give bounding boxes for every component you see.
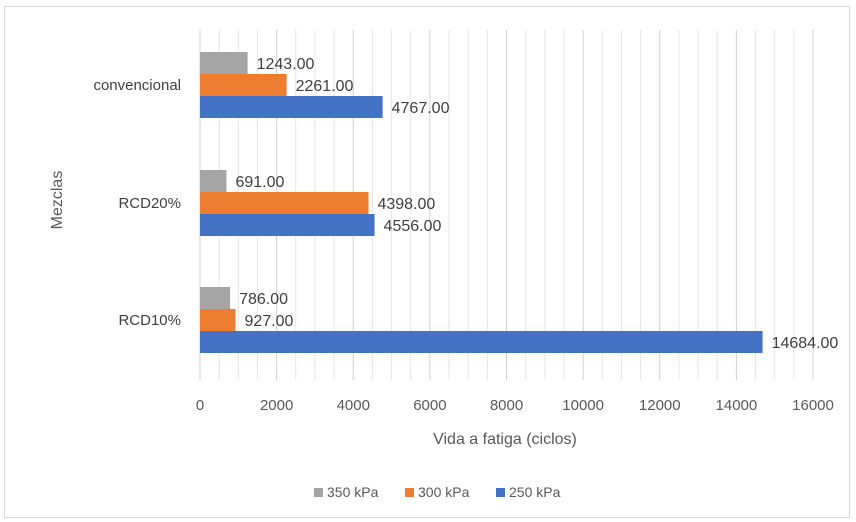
data-label: 4767.00 — [392, 100, 450, 117]
chart-frame — [4, 6, 850, 518]
data-label: 14684.00 — [772, 335, 839, 352]
x-tick-label: 14000 — [716, 397, 758, 414]
legend-swatch — [405, 488, 414, 497]
y-axis-title: Mezclas — [49, 171, 66, 230]
x-tick-label: 0 — [196, 397, 204, 414]
bar — [200, 214, 375, 236]
data-label: 691.00 — [235, 174, 284, 191]
data-labels: 1243.00 2261.00 4767.00 691.00 4398.00 4556.0… — [235, 56, 838, 352]
x-tick-label: 16000 — [792, 397, 834, 414]
x-tick-label: 6000 — [413, 397, 446, 414]
x-tick-label: 12000 — [639, 397, 681, 414]
category-label: convencional — [93, 77, 181, 94]
bar — [200, 170, 227, 192]
bar — [200, 52, 248, 74]
data-label: 4556.00 — [384, 218, 442, 235]
bars — [200, 52, 763, 353]
bar — [200, 192, 369, 214]
bar — [200, 287, 231, 309]
bar — [200, 96, 383, 118]
bar — [200, 309, 236, 331]
data-label: 1243.00 — [257, 56, 315, 73]
data-label: 4398.00 — [377, 196, 435, 213]
legend-label: 350 kPa — [327, 484, 379, 500]
legend-label: 300 kPa — [418, 484, 470, 500]
x-axis-title: Vida a fatiga (ciclos) — [433, 431, 577, 448]
category-labels: convencional RCD20% RCD10% — [93, 77, 181, 329]
bar — [200, 331, 763, 353]
x-tick-label: 10000 — [562, 397, 604, 414]
legend: 350 kPa 300 kPa 250 kPa — [314, 484, 561, 500]
data-label: 786.00 — [239, 291, 288, 308]
data-label: 2261.00 — [296, 78, 354, 95]
x-tick-label: 2000 — [260, 397, 293, 414]
x-tick-label: 8000 — [490, 397, 523, 414]
x-tick-label: 4000 — [337, 397, 370, 414]
bar — [200, 74, 287, 96]
category-label: RCD20% — [118, 195, 181, 212]
x-tick-labels: 0 2000 4000 6000 8000 10000 12000 14000 16000 — [196, 397, 834, 414]
data-label: 927.00 — [245, 313, 294, 330]
legend-label: 250 kPa — [509, 484, 561, 500]
legend-swatch — [314, 488, 323, 497]
legend-swatch — [496, 488, 505, 497]
category-label: RCD10% — [118, 312, 181, 329]
